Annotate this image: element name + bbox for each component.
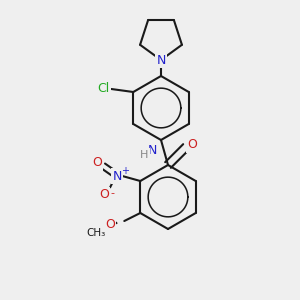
Text: H: H [140,149,149,160]
Text: N: N [112,169,122,182]
Text: Cl: Cl [97,82,110,95]
Text: O: O [92,157,102,169]
Text: N: N [148,144,157,157]
Text: O: O [99,188,109,202]
Text: -: - [110,188,114,198]
Text: O: O [105,218,115,230]
Text: CH₃: CH₃ [87,228,106,238]
Text: N: N [156,53,166,67]
Text: O: O [187,139,197,152]
Text: +: + [121,166,129,176]
